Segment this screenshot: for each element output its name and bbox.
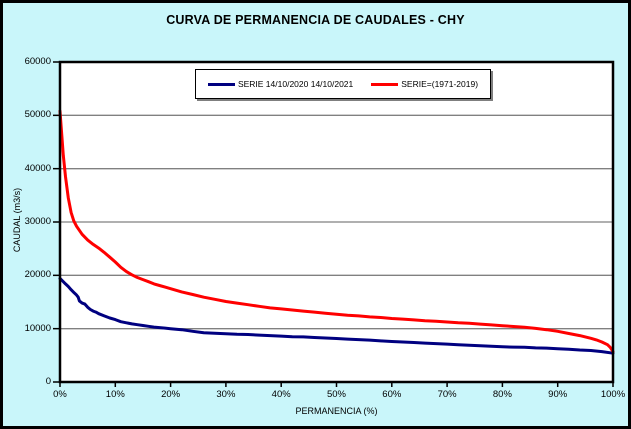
x-tick-label: 10% — [105, 389, 125, 400]
plot-area — [53, 60, 615, 387]
x-tick-label: 40% — [271, 389, 291, 400]
plot-frame — [58, 60, 615, 384]
chart-title: CURVA DE PERMANENCIA DE CAUDALES - CHY — [166, 13, 465, 27]
legend-line-swatch-blue — [207, 82, 235, 86]
legend-item-serie-2020-2021: SERIE 14/10/2020 14/10/2021 — [207, 79, 354, 89]
x-tick-label: 20% — [161, 389, 181, 400]
legend: SERIE 14/10/2020 14/10/2021 SERIE=(1971-… — [195, 69, 491, 99]
legend-label: SERIE 14/10/2020 14/10/2021 — [237, 79, 354, 89]
x-tick-label: 90% — [548, 389, 568, 400]
y-tick-label: 20000 — [24, 269, 51, 281]
series-line — [58, 277, 615, 355]
x-tick-label: 100% — [600, 389, 626, 400]
y-tick-label: 30000 — [24, 216, 51, 227]
y-tick-label: 10000 — [24, 322, 51, 334]
x-tick-label: 60% — [382, 389, 402, 400]
x-tick-label: 50% — [326, 389, 346, 400]
series-line — [58, 109, 615, 354]
y-tick-label: 50000 — [24, 109, 51, 121]
x-axis-title: PERMANENCIA (%) — [295, 406, 378, 416]
y-tick-label: 60000 — [24, 56, 51, 67]
x-tick-label: 0% — [53, 389, 67, 400]
x-tick-label: 80% — [492, 389, 512, 400]
legend-item-serie-1971-2019: SERIE=(1971-2019) — [371, 79, 478, 89]
plot-area-svg — [53, 60, 615, 387]
legend-line-swatch-red — [371, 82, 399, 86]
x-tick-label: 30% — [216, 389, 236, 400]
x-tick-label: 70% — [437, 389, 457, 400]
legend-label: SERIE=(1971-2019) — [401, 79, 479, 89]
y-tick-label: 40000 — [24, 162, 51, 174]
y-tick-label: 0 — [45, 376, 51, 387]
